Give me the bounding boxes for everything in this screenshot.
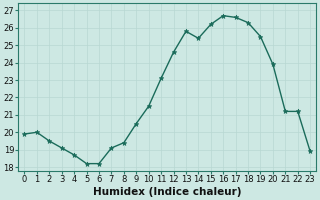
X-axis label: Humidex (Indice chaleur): Humidex (Indice chaleur) [93, 187, 242, 197]
